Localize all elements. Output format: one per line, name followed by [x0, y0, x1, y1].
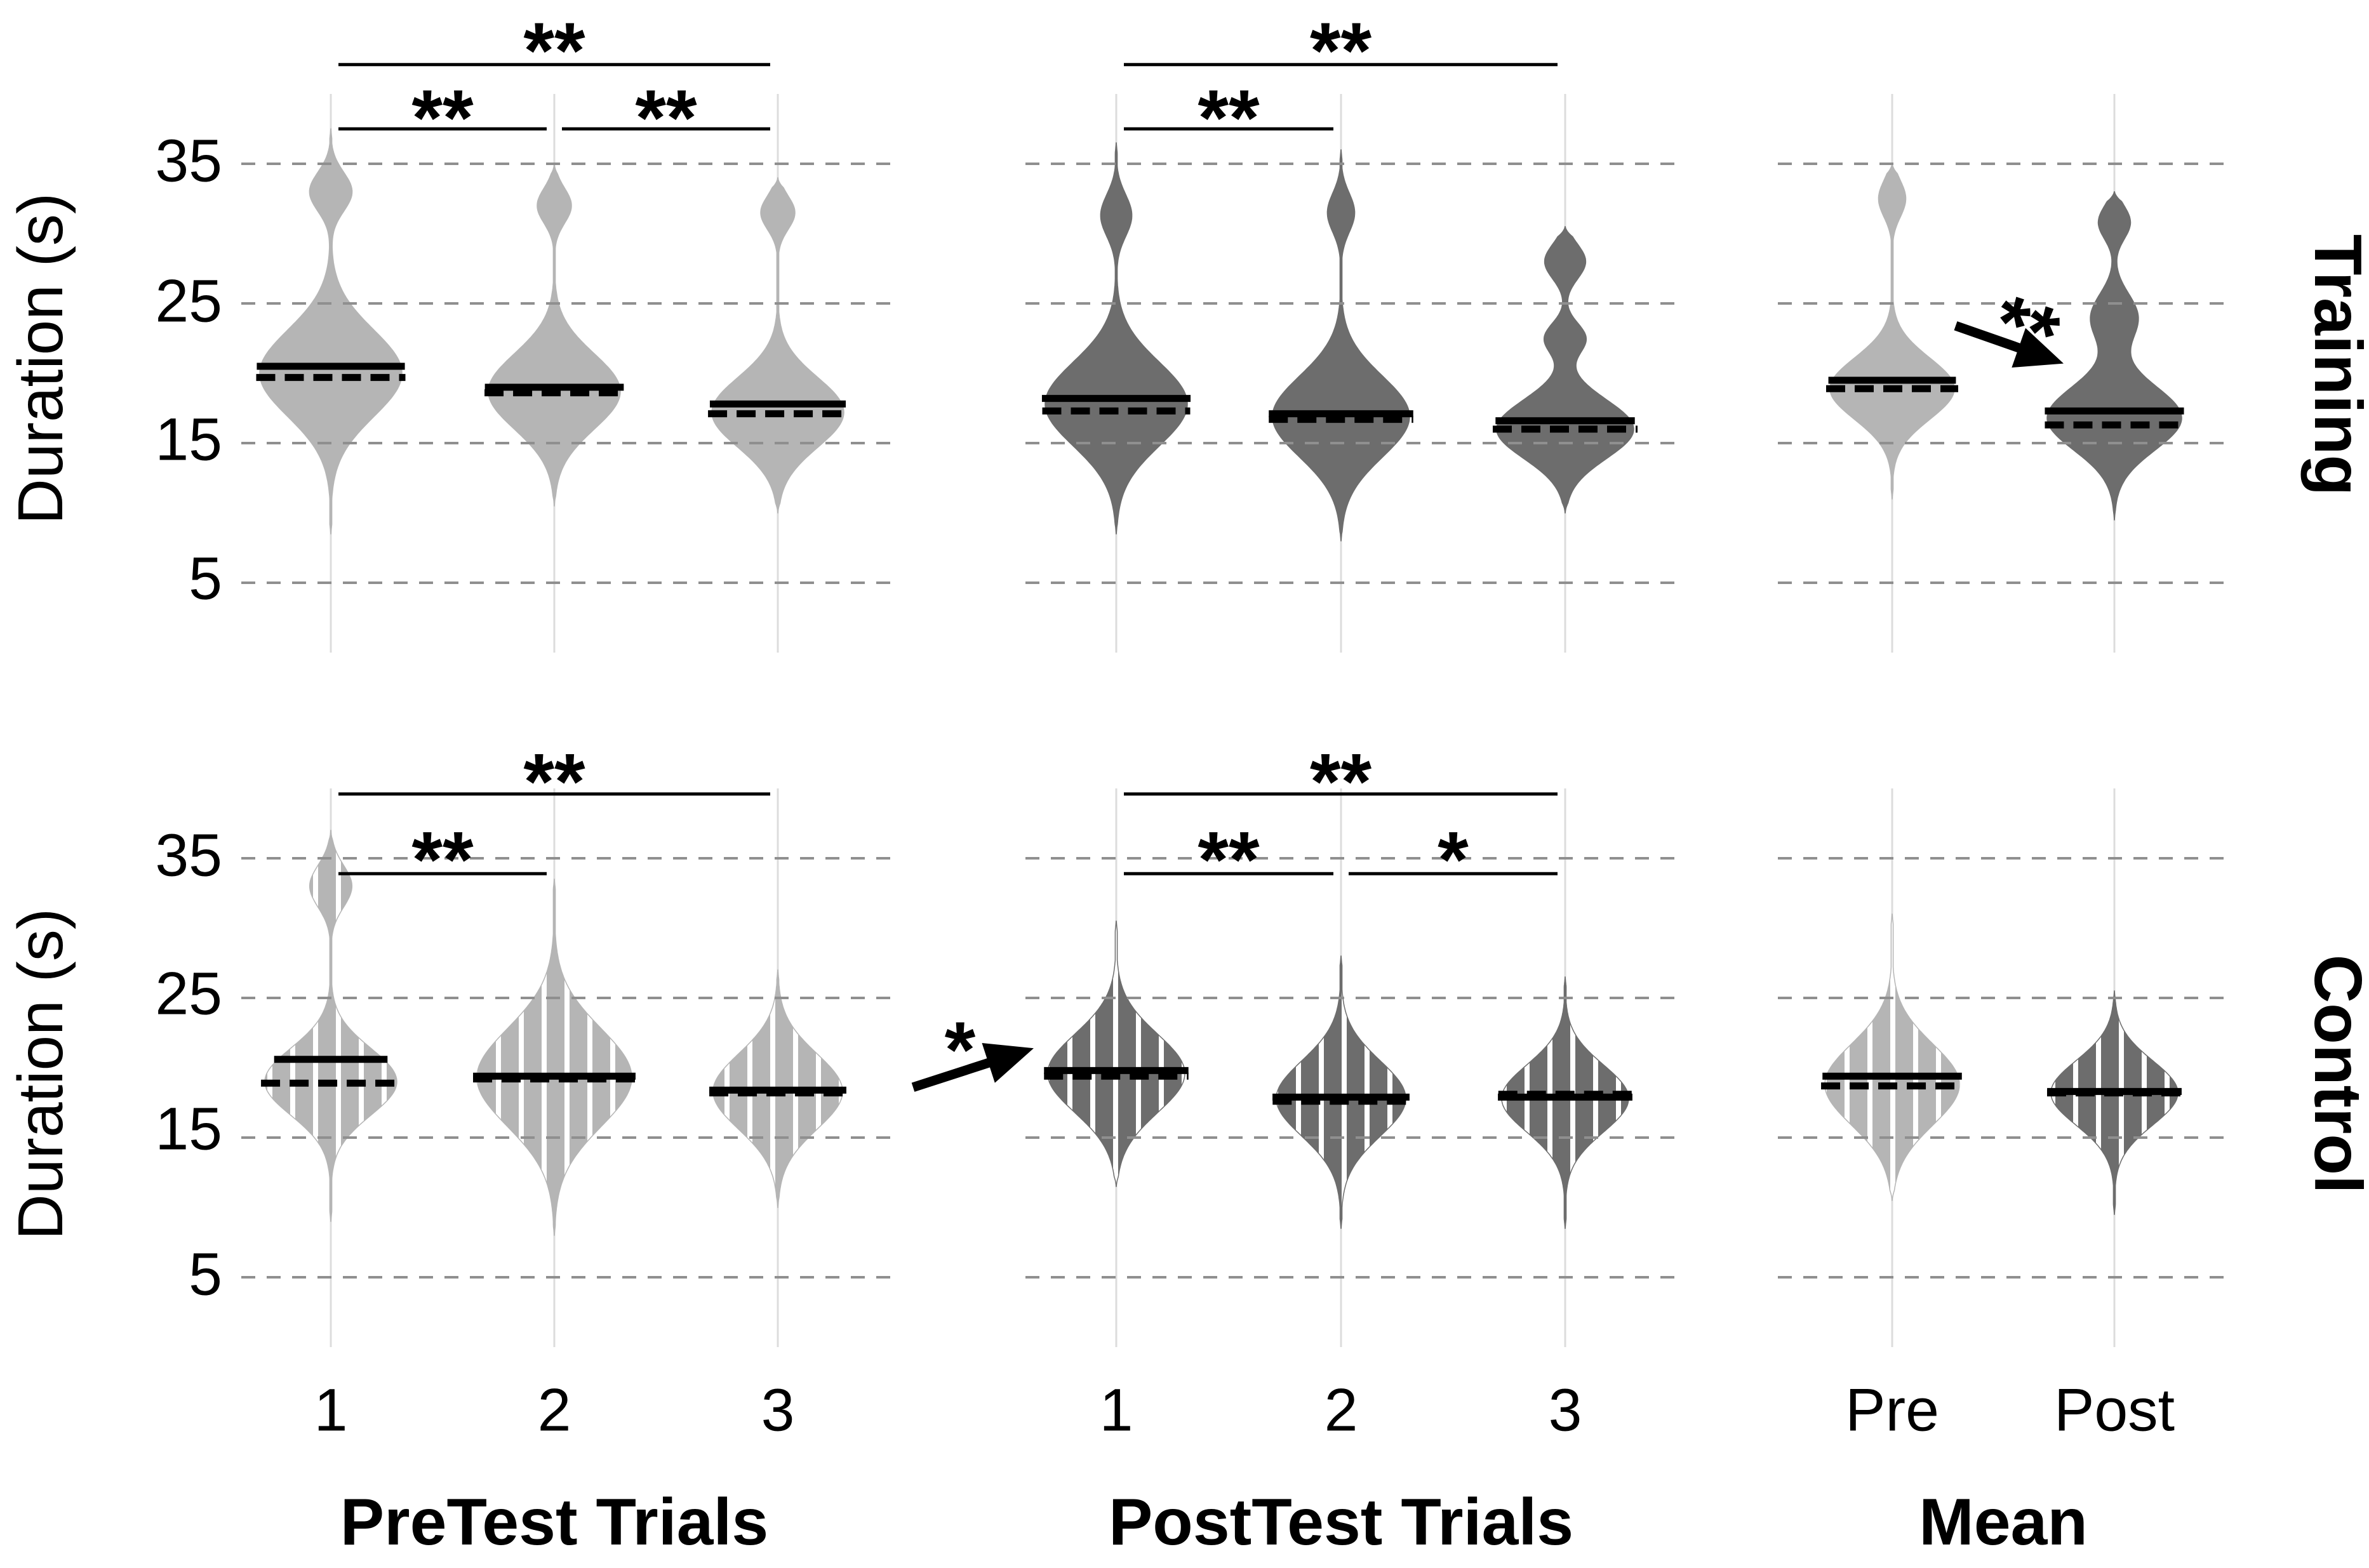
- y-tick-5-top: 5: [189, 545, 222, 613]
- y-axis-label-control-row: Duration (s): [5, 908, 76, 1240]
- y-tick-35-bottom: 35: [155, 821, 222, 889]
- violin-Training-Mean-Post: [2046, 191, 2182, 521]
- sig-label-Control-PostTest Trials-1-2: **: [1198, 816, 1260, 905]
- x-tick-posttest-2: 2: [1324, 1376, 1358, 1444]
- sig-label-Control-PreTest Trials-1-3: **: [523, 738, 585, 826]
- violin-Training-PreTest Trials-2: [488, 163, 621, 507]
- y-tick-15-bottom: 15: [155, 1095, 222, 1163]
- col-title-pretest: PreTest Trials: [340, 1485, 769, 1559]
- violin-Control-PostTest Trials-1: [1047, 920, 1185, 1187]
- sig-label-Control-PreTest Trials-1-2: **: [411, 816, 474, 905]
- violin-Control-Mean-Pre: [1824, 914, 1960, 1201]
- sig-label-Training-PreTest Trials-1-2: **: [411, 74, 474, 163]
- x-tick-mean-pre: Pre: [1845, 1376, 1939, 1444]
- violins-layer: [259, 128, 2182, 1236]
- y-tick-35-top: 35: [155, 127, 222, 195]
- violin-Control-PostTest Trials-2: [1276, 955, 1406, 1229]
- x-tick-posttest-1: 1: [1099, 1376, 1133, 1444]
- gridlines-layer: [241, 163, 2229, 1279]
- annotation-label-1: *: [945, 1006, 976, 1094]
- annotation-label-0: **: [1983, 277, 2069, 380]
- y-tick-15-top: 15: [155, 406, 222, 474]
- x-tick-pretest-2: 2: [537, 1376, 571, 1444]
- sig-label-Training-PreTest Trials-2-3: **: [635, 74, 697, 163]
- violin-Training-Mean-Pre: [1829, 163, 1955, 500]
- y-tick-25-top: 25: [155, 267, 222, 335]
- x-tick-mean-post: Post: [2053, 1376, 2175, 1444]
- col-title-mean: Mean: [1919, 1485, 2088, 1559]
- violin-Control-PreTest Trials-2: [476, 879, 632, 1236]
- violin-Training-PostTest Trials-1: [1044, 142, 1188, 535]
- stat-lines-layer: [256, 362, 2184, 1105]
- y-tick-5-bottom: 5: [189, 1240, 222, 1308]
- sig-label-Control-PostTest Trials-1-3: **: [1310, 738, 1372, 826]
- violin-Training-PreTest Trials-3: [711, 177, 844, 514]
- annotation-arrow-line-0: [1954, 321, 2027, 355]
- violin-Training-PostTest Trials-2: [1272, 149, 1410, 541]
- x-tick-pretest-3: 3: [761, 1376, 795, 1444]
- spines-layer: [330, 94, 2116, 1347]
- violin-Control-PostTest Trials-3: [1501, 976, 1629, 1229]
- row-label-control: Control: [2300, 954, 2369, 1194]
- x-tick-posttest-3: 3: [1548, 1376, 1582, 1444]
- violin-Control-Mean-Post: [2050, 990, 2179, 1215]
- annotation-arrowhead-1: [982, 1042, 1034, 1083]
- row-label-training: Training: [2300, 234, 2369, 496]
- violin-Control-PreTest Trials-1: [264, 830, 397, 1222]
- x-tick-pretest-1: 1: [314, 1376, 348, 1444]
- annotation-arrowhead-0: [2012, 328, 2064, 368]
- violin-Training-PreTest Trials-1: [259, 128, 403, 535]
- y-axis-label-training-row: Duration (s): [5, 192, 76, 525]
- significance-layer: **** ************** ****: [338, 7, 2069, 1094]
- violin-Training-PostTest Trials-3: [1496, 226, 1634, 514]
- sig-label-Training-PostTest Trials-1-2: **: [1198, 74, 1260, 163]
- col-title-posttest: PostTest Trials: [1108, 1485, 1574, 1559]
- sig-label-Training-PreTest Trials-1-3: **: [523, 7, 585, 95]
- y-tick-25-bottom: 25: [155, 960, 222, 1028]
- sig-label-Training-PostTest Trials-1-3: **: [1310, 7, 1372, 95]
- annotation-arrow-line-1: [911, 1056, 996, 1092]
- sig-label-Control-PostTest Trials-2-3: *: [1438, 816, 1469, 905]
